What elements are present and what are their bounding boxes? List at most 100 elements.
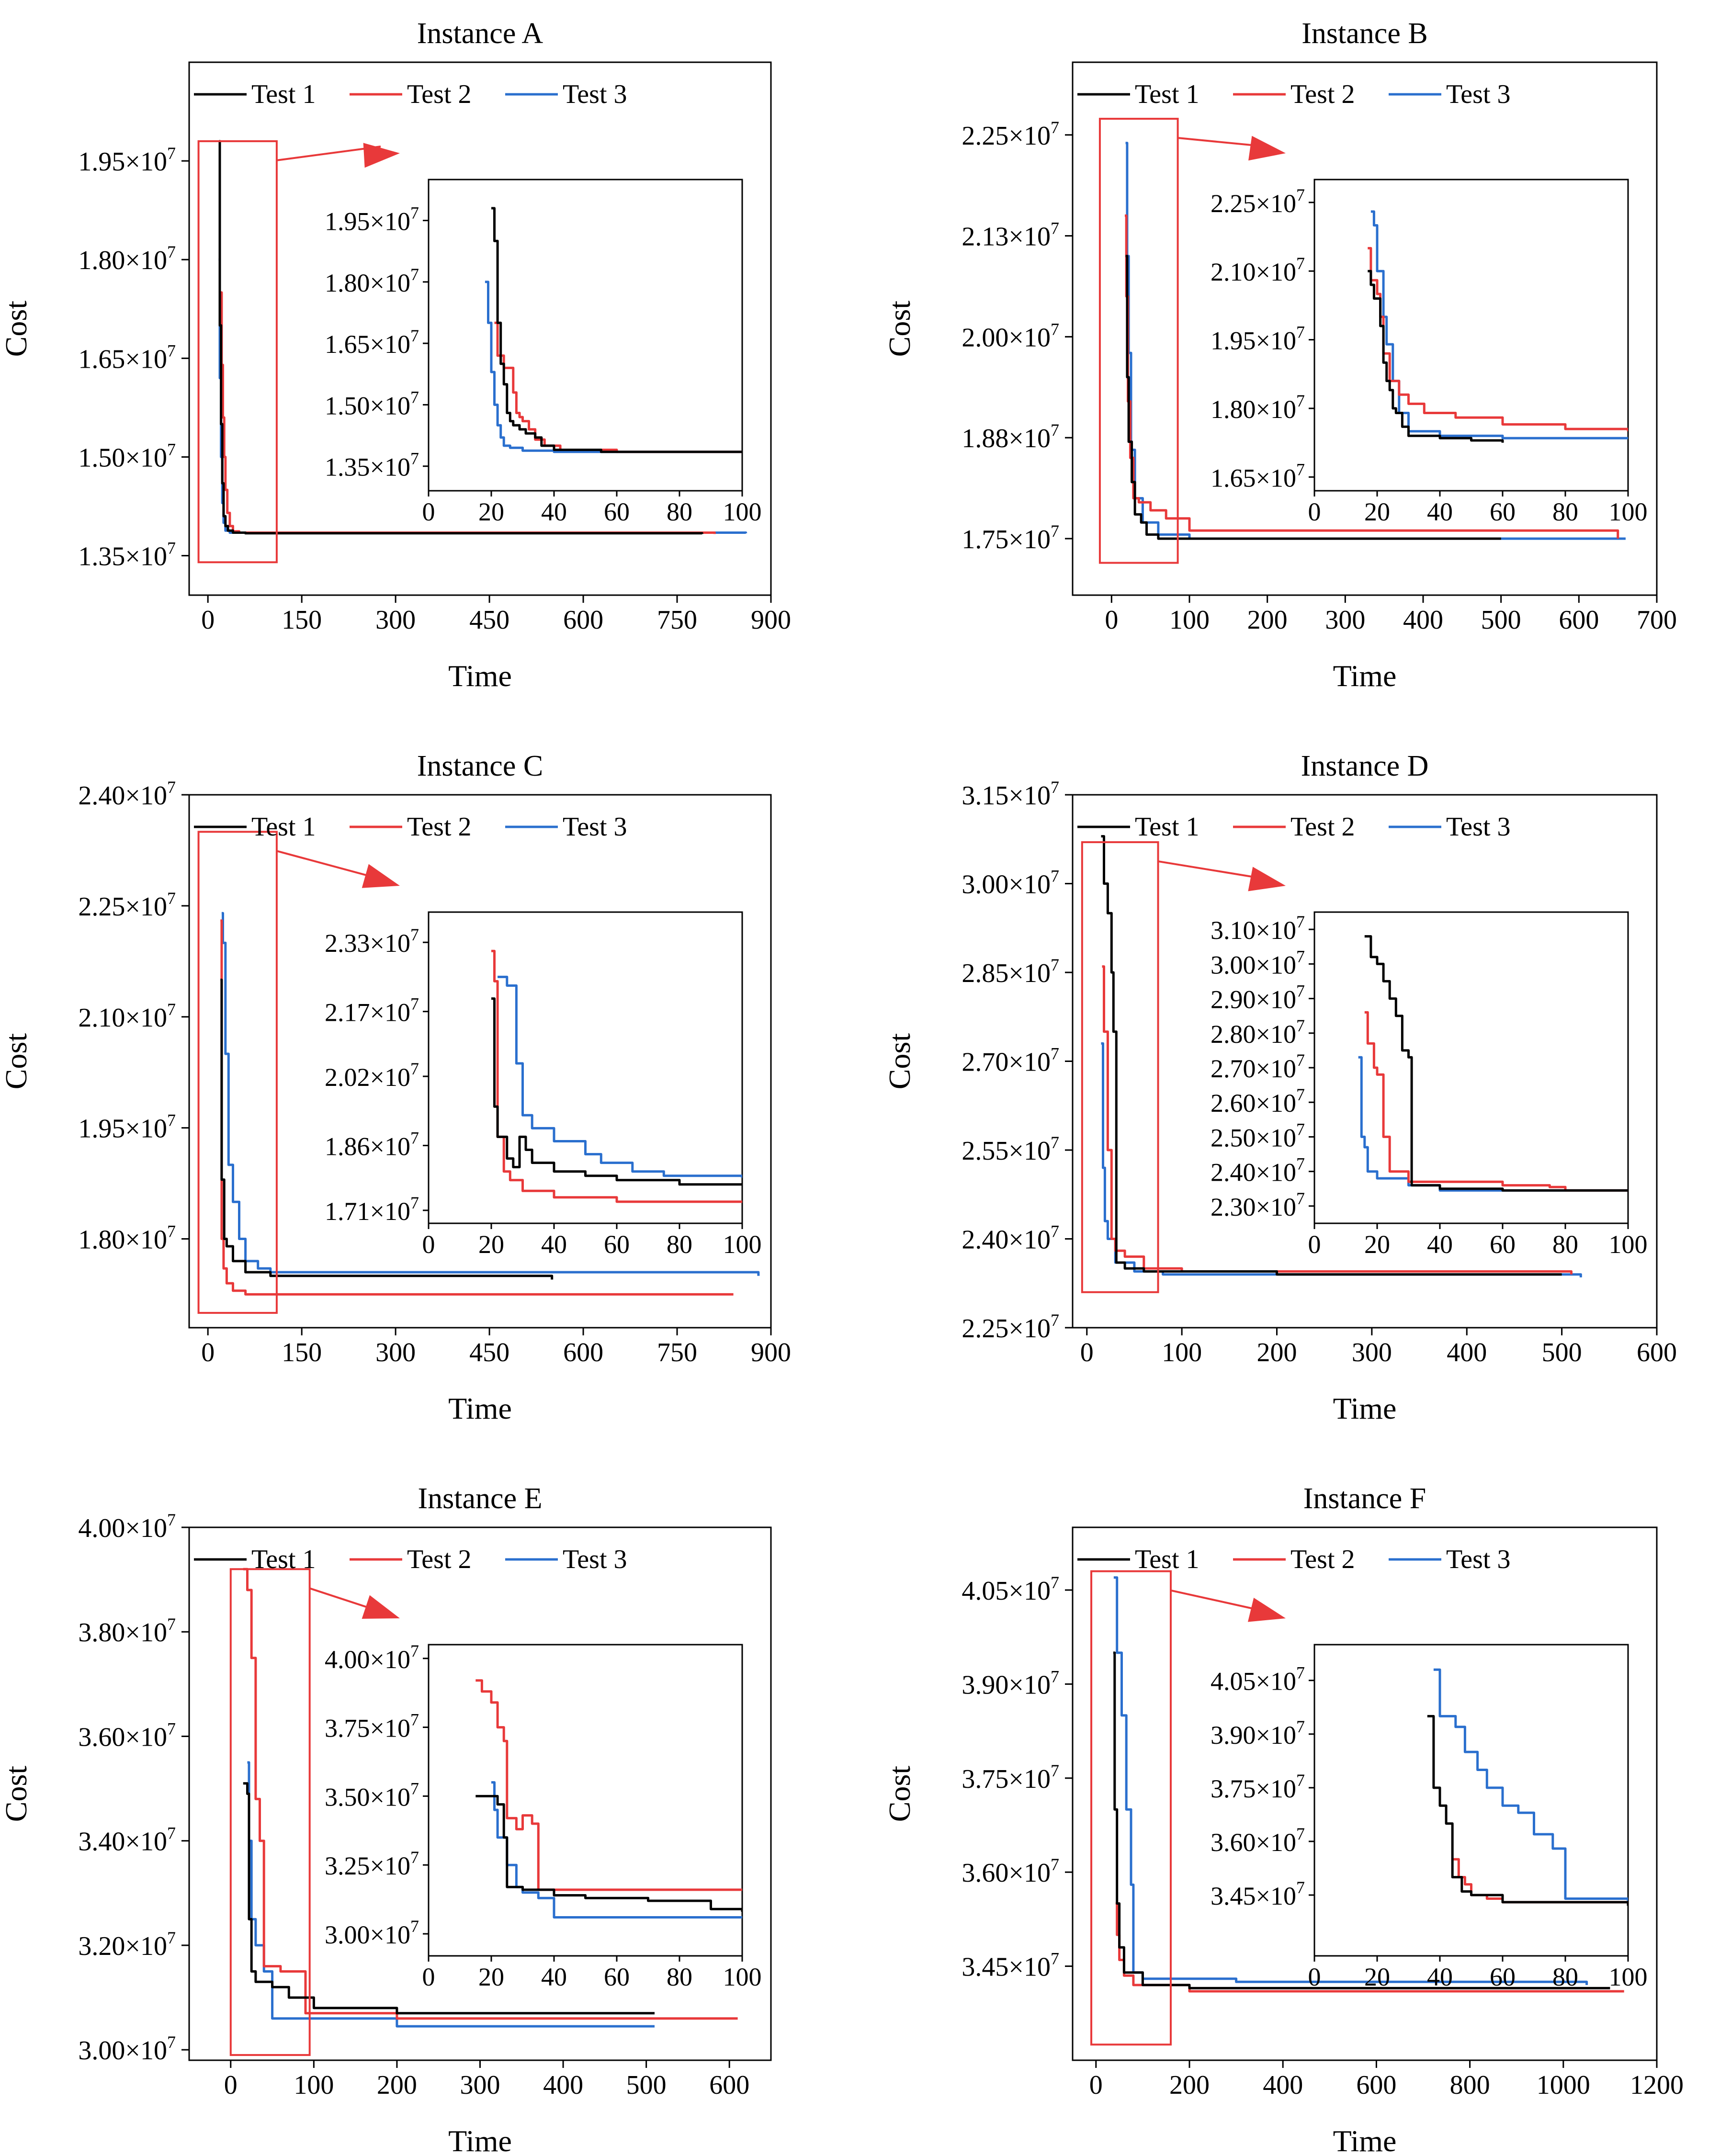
zoom-arrow-head	[362, 864, 400, 888]
chart-panel-2: Instance B0 100 200 300 400 500 600 7001.75×107…	[883, 17, 1677, 693]
series-line-test-3	[1113, 1576, 1588, 1985]
inset-series-line-test-2	[475, 1679, 742, 1891]
y-tick-label: 2.25×107	[962, 1310, 1059, 1343]
y-tick-label: 2.80×107	[1211, 1016, 1305, 1049]
x-tick-label: 40	[1427, 1963, 1453, 1991]
y-tick-label: 1.95×107	[78, 144, 176, 177]
x-tick-label: 0	[422, 1230, 435, 1259]
x-tick-label: 200	[1247, 605, 1288, 635]
legend-label: Test 3	[563, 79, 627, 109]
y-tick-label: 2.70×107	[1211, 1050, 1305, 1083]
x-tick-label: 1000	[1537, 2070, 1590, 2100]
y-tick-label: 1.50×107	[325, 387, 419, 420]
legend-label: Test 2	[407, 812, 472, 842]
x-tick-label: 600	[1356, 2070, 1396, 2100]
x-tick-label: 300	[375, 1338, 416, 1367]
legend-label: Test 2	[407, 79, 472, 109]
x-tick-label: 60	[604, 1230, 630, 1259]
y-axis-title: Cost	[0, 1766, 33, 1822]
zoom-box	[197, 140, 278, 564]
x-tick-label: 100	[1169, 605, 1210, 635]
y-tick-label: 3.75×107	[325, 1710, 419, 1743]
legend-label: Test 1	[251, 1545, 316, 1574]
legend-label: Test 1	[1135, 1545, 1199, 1574]
series-group	[1101, 835, 1582, 1277]
x-tick-label: 150	[282, 605, 322, 635]
y-tick-label: 3.25×107	[325, 1848, 419, 1880]
inset-chart: 0 20 40 60 80 100 1.71×107 1.86×107 2.02×107 2.17…	[325, 911, 762, 1259]
legend: Test 1 Test 2 Test 3	[1077, 1545, 1511, 1574]
x-tick-label: 600	[563, 605, 603, 635]
legend: Test 1 Test 2 Test 3	[194, 79, 627, 109]
x-tick-label: 300	[375, 605, 416, 635]
x-axis-title: Time	[448, 1391, 512, 1425]
x-tick-label: 100	[723, 1230, 762, 1259]
x-tick-label: 400	[543, 2070, 583, 2100]
x-tick-label: 400	[1403, 605, 1443, 635]
series-group	[1113, 1576, 1624, 1993]
y-tick-label: 3.50×107	[325, 1779, 419, 1811]
x-tick-label: 400	[1263, 2070, 1303, 2100]
series-line-test-1	[218, 140, 703, 535]
x-tick-label: 80	[1552, 497, 1578, 526]
zoom-arrow-line	[1158, 860, 1267, 880]
series-group	[220, 912, 760, 1296]
y-tick-label: 2.10×107	[78, 1000, 176, 1033]
chart-panel-3: Instance C0 150 300 450 600 750 9001.80×1071.9…	[0, 750, 791, 1425]
y-tick-label: 1.65×107	[325, 326, 419, 359]
x-tick-label: 60	[1490, 1230, 1516, 1259]
zoom-arrow-line	[276, 850, 381, 880]
x-tick-label: 600	[709, 2070, 749, 2100]
x-tick-label: 450	[469, 1338, 509, 1367]
y-tick-label: 1.80×107	[325, 265, 419, 297]
x-tick-label: 0	[1308, 1963, 1321, 1991]
legend-label: Test 1	[1135, 812, 1199, 842]
inset-series-line-test-1	[1427, 1715, 1628, 1906]
y-tick-label: 3.60×107	[78, 1719, 176, 1752]
zoom-arrow-line	[276, 146, 381, 161]
legend-label: Test 1	[251, 812, 316, 842]
y-tick-label: 2.02×107	[325, 1059, 419, 1092]
x-tick-label: 20	[478, 1963, 504, 1991]
y-tick-label: 3.60×107	[962, 1855, 1059, 1888]
x-tick-label: 100	[1609, 1963, 1648, 1991]
y-tick-label: 2.10×107	[1211, 254, 1305, 286]
x-tick-label: 1200	[1630, 2070, 1684, 2100]
legend-label: Test 3	[563, 1545, 627, 1574]
legend-label: Test 2	[407, 1545, 472, 1574]
x-tick-label: 80	[667, 1230, 692, 1259]
x-tick-label: 400	[1447, 1338, 1487, 1367]
x-tick-label: 80	[1552, 1963, 1578, 1991]
y-tick-label: 3.90×107	[1211, 1717, 1305, 1750]
chart-panel-4: Instance D0 100 200 300 400 500 6002.25×1072.4…	[883, 750, 1677, 1425]
x-tick-label: 100	[1162, 1338, 1202, 1367]
x-tick-label: 900	[751, 605, 791, 635]
series-group	[1125, 142, 1626, 540]
inset-series-line-test-2	[491, 949, 742, 1203]
x-tick-label: 40	[541, 497, 567, 526]
inset-frame	[428, 179, 743, 492]
y-tick-label: 3.10×107	[1211, 912, 1305, 945]
y-tick-label: 1.80×107	[78, 1222, 176, 1255]
inset-series-group	[1427, 1668, 1628, 1906]
zoom-arrow-head	[1248, 135, 1286, 161]
x-tick-label: 0	[1105, 605, 1118, 635]
x-tick-label: 300	[460, 2070, 500, 2100]
y-tick-label: 4.00×107	[325, 1641, 419, 1674]
chart-panel-1: Instance A0 150 300 450 600 750 9001.35×1071.5…	[0, 17, 791, 693]
y-tick-label: 1.80×107	[1211, 391, 1305, 424]
y-tick-label: 3.00×107	[78, 2032, 176, 2066]
x-tick-label: 0	[1089, 2070, 1103, 2100]
y-tick-label: 3.90×107	[962, 1667, 1059, 1700]
y-tick-label: 2.85×107	[962, 955, 1059, 988]
legend-label: Test 3	[563, 812, 627, 842]
x-tick-label: 600	[563, 1338, 603, 1367]
y-tick-label: 1.95×107	[325, 203, 419, 236]
x-tick-label: 0	[422, 497, 435, 526]
chart-panel-6: Instance F0 200 400 600 800 1000 12003.45×1073…	[883, 1482, 1684, 2156]
inset-series-group	[1358, 935, 1628, 1192]
inset-series-line-test-2	[1364, 1011, 1628, 1192]
inset-series-line-test-2	[1368, 247, 1628, 431]
legend-label: Test 3	[1446, 79, 1511, 109]
